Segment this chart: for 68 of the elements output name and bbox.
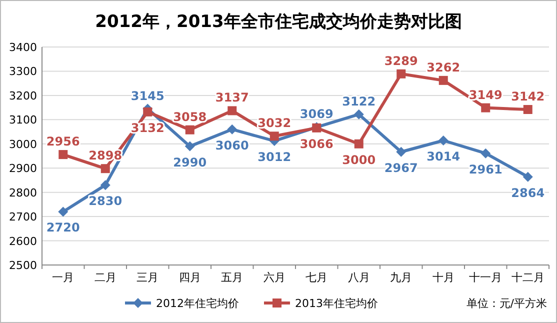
data-label: 2990 bbox=[173, 155, 207, 170]
y-tick-label: 3200 bbox=[9, 89, 37, 102]
data-label: 2864 bbox=[511, 186, 545, 200]
y-tick-label: 2700 bbox=[9, 210, 37, 224]
y-tick-label: 2500 bbox=[9, 259, 37, 272]
point bbox=[522, 172, 533, 182]
point bbox=[228, 106, 237, 116]
point bbox=[227, 124, 238, 134]
point bbox=[396, 69, 406, 78]
x-tick-label: 五月 bbox=[221, 271, 244, 284]
text: 单位：元/平方米 bbox=[466, 297, 547, 310]
point bbox=[480, 148, 491, 158]
data-label: 2967 bbox=[384, 160, 418, 175]
data-label: 2830 bbox=[88, 194, 122, 208]
data-label: 3014 bbox=[426, 150, 460, 164]
point bbox=[354, 109, 364, 120]
data-label: 2961 bbox=[468, 162, 502, 176]
data-label: 2720 bbox=[46, 220, 80, 235]
point bbox=[58, 206, 68, 217]
point bbox=[270, 132, 279, 141]
point bbox=[438, 76, 448, 85]
y-tick-label: 2800 bbox=[9, 186, 37, 200]
data-label: 3142 bbox=[511, 89, 545, 104]
point bbox=[481, 103, 490, 112]
x-tick-label: 七月 bbox=[306, 271, 328, 284]
point bbox=[143, 107, 152, 116]
data-label: 3289 bbox=[384, 54, 418, 68]
x-tick-label: 十一月 bbox=[469, 271, 502, 284]
data-label: 3058 bbox=[173, 110, 207, 124]
y-tick-label: 2900 bbox=[9, 162, 37, 176]
point bbox=[100, 180, 110, 190]
x-tick-label: 十月 bbox=[432, 271, 454, 284]
chart-title: 2012年，2013年全市住宅成交均价走势对比图 bbox=[95, 12, 462, 32]
data-label: 3000 bbox=[342, 152, 376, 167]
x-tick-label: 八月 bbox=[348, 271, 370, 284]
data-label: 3137 bbox=[215, 90, 249, 105]
data-label: 3122 bbox=[342, 94, 376, 108]
x-tick-label: 六月 bbox=[263, 271, 286, 284]
data-label: 3012 bbox=[258, 150, 292, 164]
data-label: 3060 bbox=[215, 138, 249, 152]
point bbox=[58, 150, 68, 160]
y-tick-label: 3000 bbox=[9, 138, 37, 151]
point bbox=[438, 136, 448, 146]
x-tick-label: 九月 bbox=[390, 271, 412, 284]
legend-label: 2013年住宅均价 bbox=[295, 297, 378, 310]
x-tick-label: 三月 bbox=[136, 271, 159, 284]
x-tick-label: 十二月 bbox=[511, 271, 544, 284]
legend-label: 2012年住宅均价 bbox=[156, 297, 239, 310]
point bbox=[523, 104, 532, 114]
x-tick-label: 二月 bbox=[94, 271, 116, 284]
x-tick-label: 四月 bbox=[178, 271, 201, 284]
data-label: 3262 bbox=[426, 60, 460, 74]
data-label: 3066 bbox=[300, 136, 334, 151]
x-tick-label: 一月 bbox=[52, 271, 74, 284]
point bbox=[354, 139, 364, 148]
data-label: 3149 bbox=[468, 88, 502, 102]
data-label: 3032 bbox=[258, 116, 292, 130]
y-tick-label: 2600 bbox=[9, 234, 37, 248]
y-tick-label: 3100 bbox=[9, 114, 37, 127]
data-label: 2956 bbox=[46, 134, 80, 149]
point bbox=[396, 146, 406, 157]
y-tick-label: 3300 bbox=[9, 65, 37, 78]
point bbox=[184, 141, 195, 152]
data-label: 3069 bbox=[300, 107, 334, 122]
point bbox=[100, 164, 110, 174]
point bbox=[185, 125, 194, 134]
data-label: 3145 bbox=[130, 88, 164, 103]
y-tick-label: 3400 bbox=[9, 41, 37, 54]
